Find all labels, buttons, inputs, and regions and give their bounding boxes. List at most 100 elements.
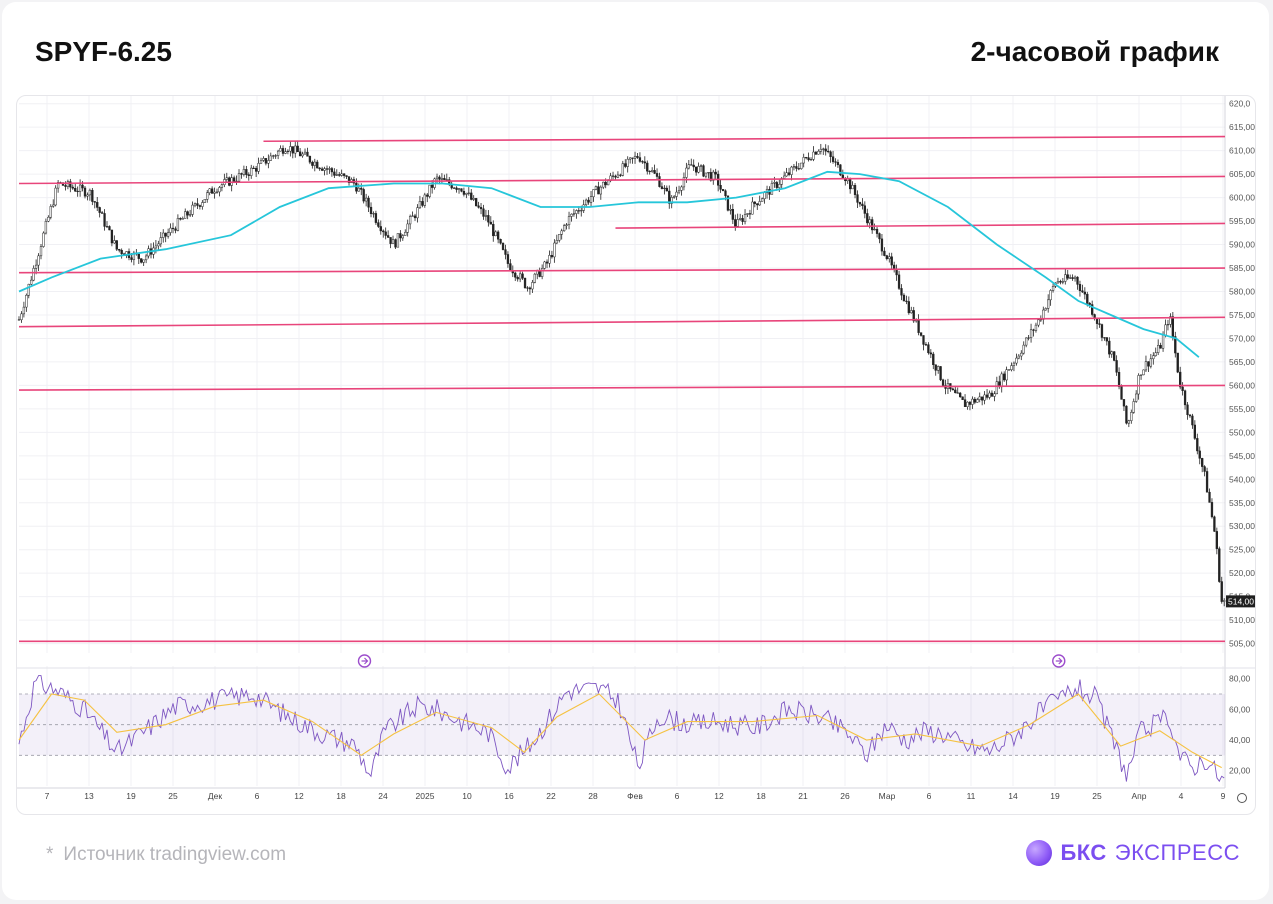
y-tick-label: 575,00 (1229, 310, 1255, 320)
candle-body (69, 181, 72, 188)
candle-body (276, 150, 280, 156)
candle-body (875, 228, 879, 234)
source-text: Источник tradingview.com (63, 844, 287, 865)
candle-body (462, 190, 466, 195)
candle-body (966, 401, 969, 407)
candle-body (342, 173, 346, 176)
candle-body (736, 219, 739, 227)
candle-body (110, 229, 114, 244)
candle-body (995, 381, 998, 395)
candle-body (96, 202, 99, 208)
candle-body (254, 168, 258, 172)
candle-body (42, 232, 45, 247)
candle-body (74, 187, 77, 192)
candle-body (213, 191, 216, 194)
candle-body (668, 190, 671, 204)
candle-body (1125, 405, 1128, 424)
candle-body (1105, 337, 1108, 342)
candle-body (589, 196, 593, 203)
candle-body (171, 227, 175, 230)
candle-body (1218, 548, 1221, 582)
candle-body (594, 186, 598, 190)
candle-body (360, 187, 363, 190)
candle-body (144, 255, 148, 261)
candle-body (240, 173, 243, 175)
candle-body (257, 163, 260, 172)
candle-body (800, 162, 803, 169)
candle-body (86, 194, 89, 197)
candle-body (643, 161, 646, 164)
candle-body (501, 242, 505, 250)
candle-body (1130, 412, 1133, 421)
y-tick-label: 510,00 (1229, 615, 1255, 625)
candle-body (64, 185, 67, 187)
candle-body (311, 161, 314, 166)
x-tick-label: 9 (1221, 791, 1226, 801)
candle-body (1032, 329, 1035, 331)
y-tick-label: 525,00 (1229, 545, 1255, 555)
candle-body (426, 194, 429, 197)
candle-body (274, 155, 277, 157)
candle-body (1201, 458, 1204, 467)
candle-body (1210, 502, 1214, 518)
candle-body (707, 172, 710, 174)
candle-body (871, 219, 874, 231)
candle-body (1073, 276, 1077, 279)
candle-body (1098, 323, 1101, 325)
candle-body (531, 282, 534, 290)
y-tick-label: 610,00 (1229, 146, 1255, 156)
candle-body (653, 170, 656, 174)
candle-body (25, 294, 28, 308)
candle-body (17, 319, 21, 321)
candle-body (1047, 299, 1050, 309)
logo-regular-text: ЭКСПРЕСС (1114, 840, 1240, 865)
candle-body (460, 188, 463, 192)
x-tick-label: 14 (1008, 791, 1018, 801)
candle-body (83, 187, 87, 197)
candle-body (81, 184, 84, 189)
candle-body (284, 151, 287, 154)
candle-body (396, 233, 400, 248)
candle-body (1108, 340, 1111, 355)
candle-body (406, 223, 409, 233)
candle-body (203, 199, 206, 203)
candle-body (452, 187, 456, 189)
candle-body (1066, 274, 1069, 279)
candle-body (382, 230, 385, 233)
candle-body (917, 319, 920, 333)
candle-body (325, 168, 329, 170)
candle-body (572, 213, 576, 215)
candle-body (218, 187, 221, 193)
candle-body (655, 173, 659, 177)
x-tick-label: 25 (1092, 791, 1102, 801)
candle-body (369, 206, 373, 214)
moving-average-line (18, 170, 1200, 358)
candle-body (773, 182, 776, 184)
candle-body (1044, 308, 1047, 311)
candle-body (394, 239, 397, 248)
candle-body (313, 161, 316, 166)
candle-body (93, 201, 96, 203)
candle-body (606, 180, 610, 186)
candle-body (685, 167, 688, 178)
candle-body (721, 189, 725, 192)
candle-body (118, 249, 121, 251)
price-chart[interactable]: 620,0 615,00 610,00 605,00 600,00 595,00 590,0… (17, 96, 1255, 814)
candle-body (937, 366, 940, 371)
candle-body (470, 192, 473, 200)
candle-body (739, 218, 742, 220)
candle-body (805, 157, 808, 159)
candle-body (306, 151, 309, 157)
y-tick-label: 585,00 (1229, 263, 1255, 273)
candle-body (628, 157, 632, 160)
candle-body (929, 352, 932, 355)
candle-body (1205, 471, 1209, 493)
candle-body (1137, 375, 1140, 395)
candle-body (885, 255, 888, 260)
candle-body (951, 388, 954, 391)
candle-body (408, 216, 412, 225)
candle-body (184, 211, 187, 219)
candle-body (560, 230, 563, 235)
candle-body (971, 398, 974, 405)
candle-body (543, 261, 546, 269)
